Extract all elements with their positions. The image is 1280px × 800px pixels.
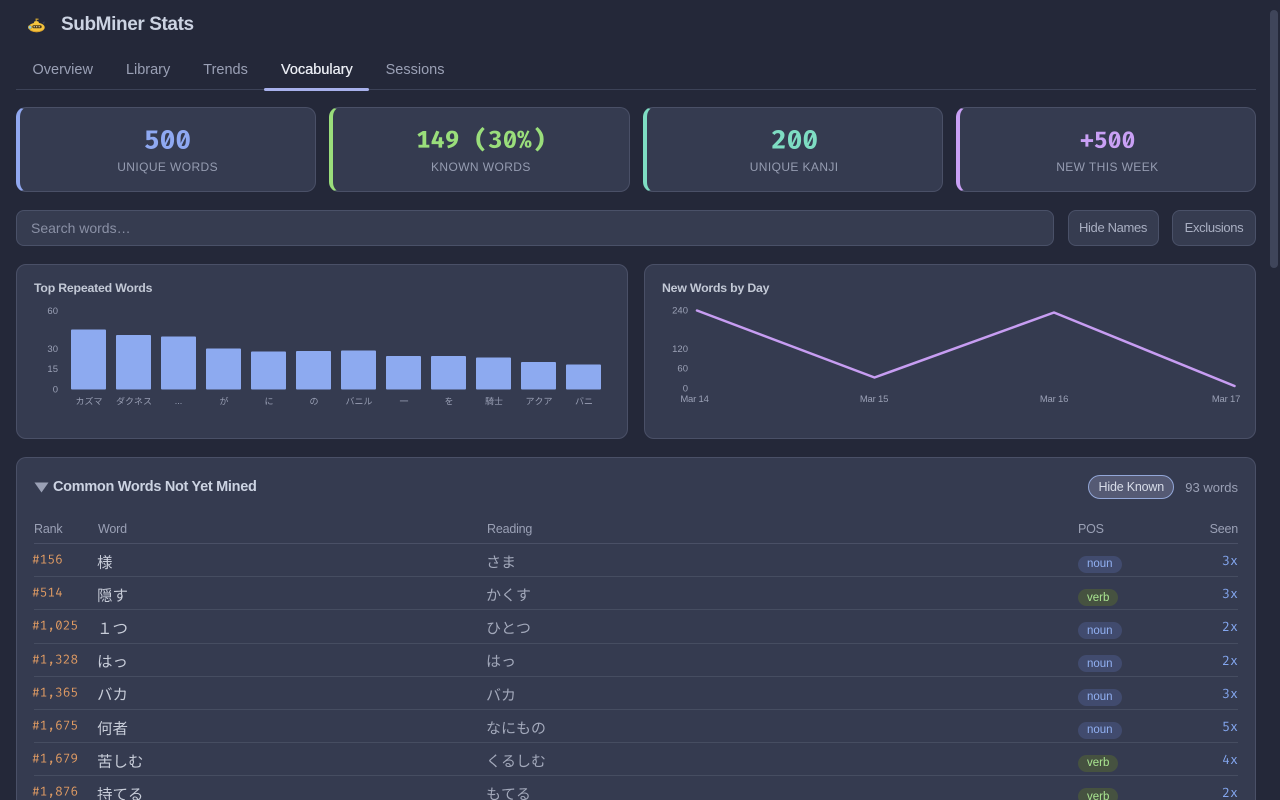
svg-text:60: 60 — [677, 363, 688, 374]
svg-text:0: 0 — [53, 384, 58, 394]
svg-text:30: 30 — [47, 344, 58, 355]
svg-text:0: 0 — [683, 383, 688, 394]
svg-text:240: 240 — [672, 305, 688, 316]
svg-text:60: 60 — [47, 306, 58, 317]
svg-text:15: 15 — [47, 364, 58, 375]
svg-text:120: 120 — [672, 344, 688, 355]
